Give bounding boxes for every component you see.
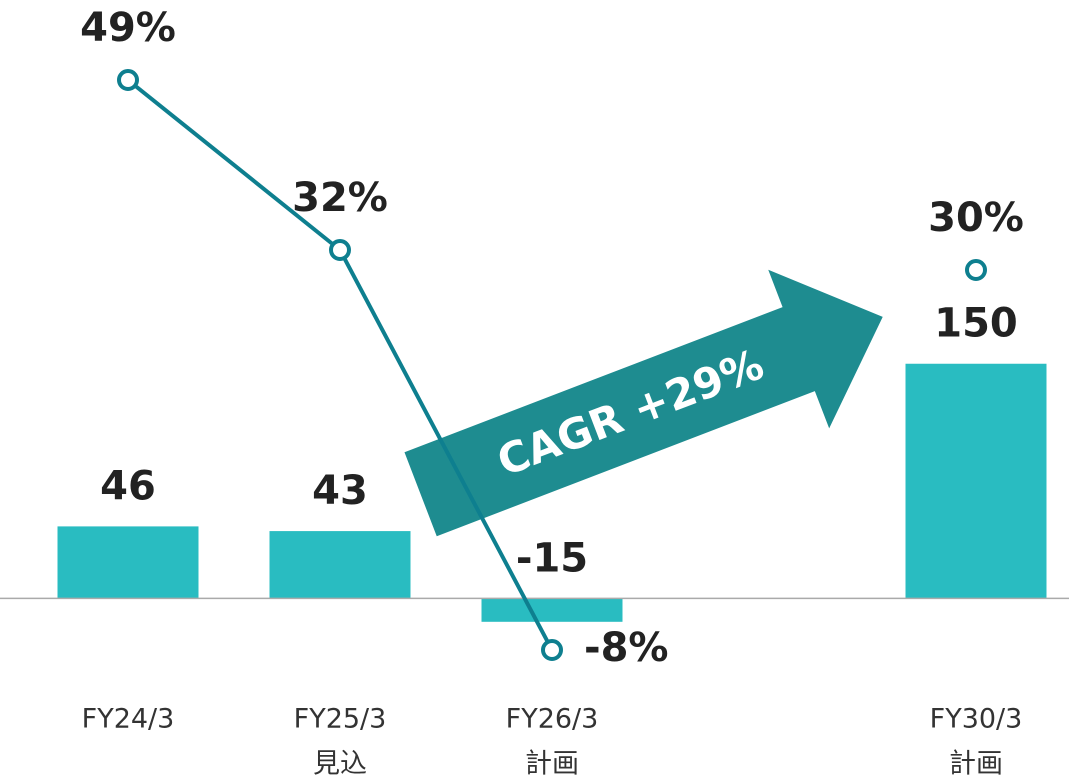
bar-value-label: 46 [100,463,156,509]
x-tick-sublabel: 見込 [313,749,367,780]
bar-value-label: 43 [312,468,368,514]
line-value-label: 30% [928,195,1024,241]
bar [269,531,411,599]
x-tick-sublabel: 計画 [949,749,1003,780]
x-tick-label: FY26/3 [506,704,599,735]
line-value-label: -8% [584,625,669,671]
line-marker [965,259,987,281]
x-tick-label: FY24/3 [82,704,175,735]
bar [905,363,1047,599]
line-value-label: 49% [80,5,176,51]
bar [481,598,623,622]
line-value-label: 32% [292,175,388,221]
arrow-shape [404,269,883,537]
x-tick-label: FY30/3 [930,704,1023,735]
line-marker [117,69,139,91]
line-marker [329,239,351,261]
bar-value-label: 150 [934,301,1018,347]
line-marker [541,639,563,661]
x-tick-sublabel: 計画 [525,749,579,780]
cagr-arrow: CAGR +29% [404,269,883,537]
bar-value-label: -15 [516,535,588,581]
bar [57,526,199,599]
x-tick-label: FY25/3 [294,704,387,735]
